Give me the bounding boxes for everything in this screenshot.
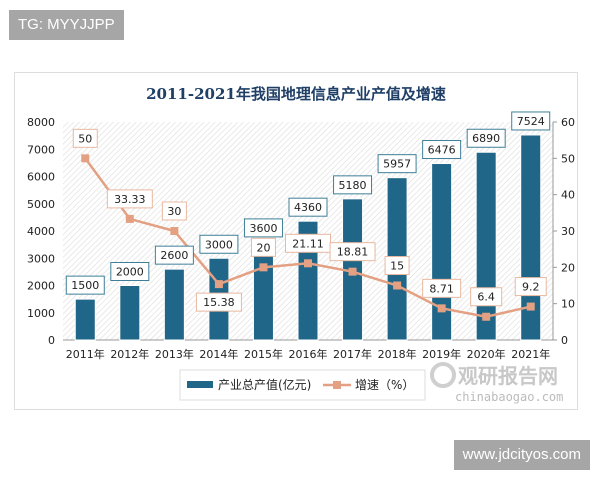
left-tick-label: 1000: [27, 307, 55, 320]
legend-line-label: 增速（%）: [355, 378, 414, 392]
bar-data-label-box: [243, 218, 283, 238]
growth-point: [526, 302, 535, 311]
growth-point: [81, 154, 90, 163]
bar-data-label: 7524: [517, 115, 545, 128]
growth-data-label: 50: [78, 132, 92, 145]
x-tick-label: 2019年: [422, 347, 461, 361]
bar-data-label: 1500: [71, 279, 99, 292]
bar: [74, 298, 96, 341]
right-tick-label: 10: [561, 298, 575, 311]
left-tick-label: 5000: [27, 198, 55, 211]
left-tick-label: 3000: [27, 252, 55, 265]
bar-data-label: 5180: [339, 179, 367, 192]
watermark-url: chinabaogao.com: [455, 390, 563, 404]
bar: [431, 163, 453, 341]
growth-data-label: 6.4: [477, 291, 495, 304]
right-tick-label: 30: [561, 225, 575, 238]
left-tick-label: 2000: [27, 280, 55, 293]
bar-data-label: 3600: [249, 222, 277, 235]
growth-data-label-box: [250, 237, 276, 257]
growth-data-label-box: [72, 128, 98, 148]
left-tick-label: 4000: [27, 225, 55, 238]
growth-point: [437, 304, 446, 313]
bar-data-label-box: [511, 111, 551, 131]
growth-data-label: 9.2: [522, 281, 540, 294]
right-tick-label: 20: [561, 261, 575, 274]
growth-data-label-box: [514, 277, 547, 297]
growth-data-label: 20: [256, 241, 270, 254]
x-tick-label: 2016年: [289, 347, 328, 361]
watermark-logo-icon: [430, 362, 456, 388]
bar: [163, 268, 185, 341]
growth-point: [125, 214, 134, 223]
left-tick-label: 6000: [27, 171, 55, 184]
left-tick-label: 0: [48, 334, 55, 347]
legend-bar-label: 产业总产值(亿元): [218, 377, 311, 392]
x-tick-label: 2020年: [467, 347, 506, 361]
left-tick-label: 8000: [27, 116, 55, 129]
bar-data-label: 3000: [205, 238, 233, 251]
bar-data-label: 4360: [294, 201, 322, 214]
growth-data-label: 18.81: [337, 246, 369, 259]
bar-data-label-box: [333, 175, 373, 195]
bar: [119, 285, 141, 341]
bar-data-label-box: [377, 154, 417, 174]
bar-data-label-box: [199, 234, 239, 254]
bar-data-label-box: [110, 262, 150, 281]
growth-point: [304, 259, 312, 268]
growth-point: [214, 280, 223, 289]
growth-point: [482, 312, 491, 321]
right-tick-label: 60: [561, 116, 575, 129]
right-tick-label: 50: [561, 152, 575, 165]
x-tick-label: 2012年: [110, 347, 149, 361]
growth-data-label: 33.33: [114, 193, 146, 206]
left-tick-label: 7000: [27, 143, 55, 156]
growth-data-label: 8.71: [429, 282, 454, 295]
x-tick-label: 2017年: [333, 347, 372, 361]
chart-title: 2011-2021年我国地理信息产业产值及增速: [146, 85, 446, 103]
legend-line-marker: [333, 381, 341, 389]
growth-data-label: 30: [167, 205, 181, 218]
bar-data-label: 2000: [116, 266, 144, 279]
growth-data-label-box: [384, 256, 410, 275]
x-tick-label: 2015年: [244, 347, 283, 361]
growth-data-label-box: [329, 242, 376, 262]
x-tick-label: 2021年: [511, 347, 550, 361]
x-tick-label: 2013年: [155, 347, 194, 361]
bar-data-label-box: [65, 275, 105, 295]
watermark-name: 观研报告网: [458, 364, 558, 388]
growth-data-label: 21.11: [292, 237, 324, 250]
growth-data-label-box: [195, 292, 242, 312]
bar-data-label-box: [466, 128, 506, 148]
growth-data-label-box: [422, 278, 462, 298]
bar-data-label: 6890: [472, 132, 500, 145]
bar-data-label: 5957: [383, 158, 411, 171]
bar-data-label-box: [154, 245, 194, 265]
bar-data-label: 6476: [428, 144, 456, 157]
x-tick-label: 2011年: [66, 347, 105, 361]
chart-container: 2011-2021年我国地理信息产业产值及增速 0 1000 2000 3000 4000…: [14, 72, 578, 410]
right-tick-label: 40: [561, 189, 575, 202]
overlay-tag: TG: MYYJJPP: [9, 10, 124, 40]
legend: [179, 369, 426, 401]
bar-data-label-box: [288, 197, 328, 217]
x-tick-label: 2014年: [199, 347, 238, 361]
growth-data-label-box: [106, 189, 153, 209]
growth-point: [348, 267, 357, 276]
growth-point: [170, 227, 179, 235]
x-tick-label: 2018年: [378, 347, 417, 361]
right-tick-label: 0: [561, 334, 568, 347]
growth-data-label-box: [161, 201, 187, 221]
growth-data-label-box: [470, 287, 503, 307]
growth-point: [393, 281, 402, 290]
chart-svg: 2011-2021年我国地理信息产业产值及增速 0 1000 2000 3000 4000…: [27, 85, 575, 404]
bar-data-label-box: [422, 140, 462, 160]
growth-data-label: 15: [390, 260, 404, 273]
growth-data-label: 15.38: [203, 296, 235, 309]
site-tag: www.jdcityos.com: [453, 440, 590, 470]
bar: [475, 151, 497, 341]
bar-data-label: 2600: [160, 249, 188, 262]
growth-point: [259, 263, 268, 272]
legend-bar-swatch: [187, 381, 213, 388]
